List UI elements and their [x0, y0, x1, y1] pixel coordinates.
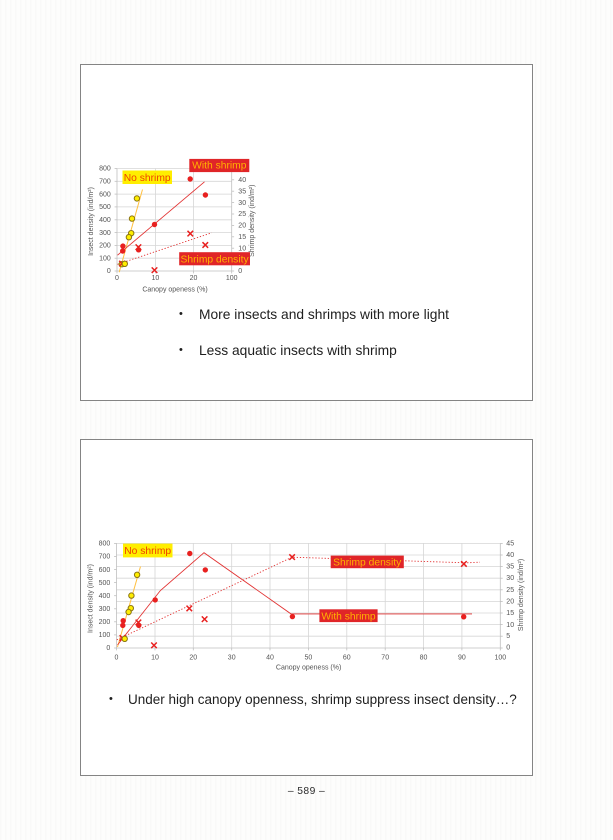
svg-text:Insect density (ind/m²): Insect density (ind/m²) — [88, 187, 95, 256]
svg-text:5: 5 — [506, 633, 510, 640]
svg-text:30: 30 — [238, 200, 246, 207]
svg-text:100: 100 — [99, 632, 111, 639]
svg-text:70: 70 — [381, 654, 389, 661]
svg-text:50: 50 — [305, 654, 313, 661]
svg-text:10: 10 — [152, 275, 160, 282]
svg-text:30: 30 — [228, 654, 236, 661]
svg-text:No shrimp: No shrimp — [124, 173, 171, 184]
svg-text:0: 0 — [107, 268, 111, 275]
svg-text:10: 10 — [151, 654, 159, 661]
svg-text:40: 40 — [506, 552, 514, 559]
svg-text:Canopy openess (%): Canopy openess (%) — [276, 665, 341, 672]
svg-text:Shrimp density: Shrimp density — [181, 254, 250, 265]
svg-text:40: 40 — [238, 177, 246, 184]
svg-text:10: 10 — [238, 245, 246, 252]
svg-text:80: 80 — [420, 654, 428, 661]
svg-text:Shrimp density (ind/m²): Shrimp density (ind/m²) — [249, 185, 256, 257]
svg-text:With shrimp: With shrimp — [192, 161, 247, 172]
svg-text:15: 15 — [506, 610, 514, 617]
svg-text:800: 800 — [99, 541, 111, 548]
svg-text:0: 0 — [115, 654, 119, 661]
svg-text:20: 20 — [190, 275, 198, 282]
svg-text:500: 500 — [99, 204, 111, 211]
svg-text:300: 300 — [99, 230, 111, 237]
svg-text:20: 20 — [238, 223, 246, 230]
svg-text:45: 45 — [506, 541, 514, 548]
svg-text:15: 15 — [238, 234, 246, 241]
svg-text:Shrimp density (ind/m²): Shrimp density (ind/m²) — [518, 559, 525, 631]
svg-text:600: 600 — [99, 567, 111, 574]
svg-text:0: 0 — [106, 645, 110, 652]
svg-text:No shrimp: No shrimp — [124, 546, 171, 557]
svg-text:100: 100 — [494, 654, 506, 661]
svg-text:200: 200 — [99, 243, 111, 250]
svg-text:60: 60 — [343, 654, 351, 661]
svg-text:0: 0 — [115, 275, 119, 282]
svg-text:400: 400 — [99, 593, 111, 600]
svg-text:100: 100 — [99, 255, 111, 262]
svg-text:100: 100 — [226, 275, 238, 282]
svg-text:700: 700 — [99, 554, 111, 561]
svg-text:20: 20 — [506, 599, 514, 606]
svg-text:20: 20 — [189, 654, 197, 661]
svg-text:Shrimp density: Shrimp density — [333, 557, 402, 568]
svg-text:Insect density (ind/m²): Insect density (ind/m²) — [88, 564, 95, 633]
svg-text:0: 0 — [238, 268, 242, 275]
svg-text:With shrimp: With shrimp — [321, 611, 376, 622]
svg-text:30: 30 — [506, 575, 514, 582]
svg-text:500: 500 — [99, 580, 111, 587]
svg-text:0: 0 — [506, 645, 510, 652]
svg-text:700: 700 — [99, 179, 111, 186]
svg-text:10: 10 — [506, 622, 514, 629]
svg-text:600: 600 — [99, 191, 111, 198]
svg-text:25: 25 — [506, 587, 514, 594]
svg-text:90: 90 — [458, 654, 466, 661]
svg-text:800: 800 — [99, 166, 111, 173]
svg-text:40: 40 — [266, 654, 274, 661]
svg-text:400: 400 — [99, 217, 111, 224]
svg-text:Canopy openess (%): Canopy openess (%) — [142, 286, 207, 293]
svg-text:35: 35 — [506, 564, 514, 571]
svg-text:35: 35 — [238, 188, 246, 195]
svg-text:300: 300 — [99, 606, 111, 613]
svg-text:200: 200 — [99, 619, 111, 626]
svg-text:25: 25 — [238, 211, 246, 218]
